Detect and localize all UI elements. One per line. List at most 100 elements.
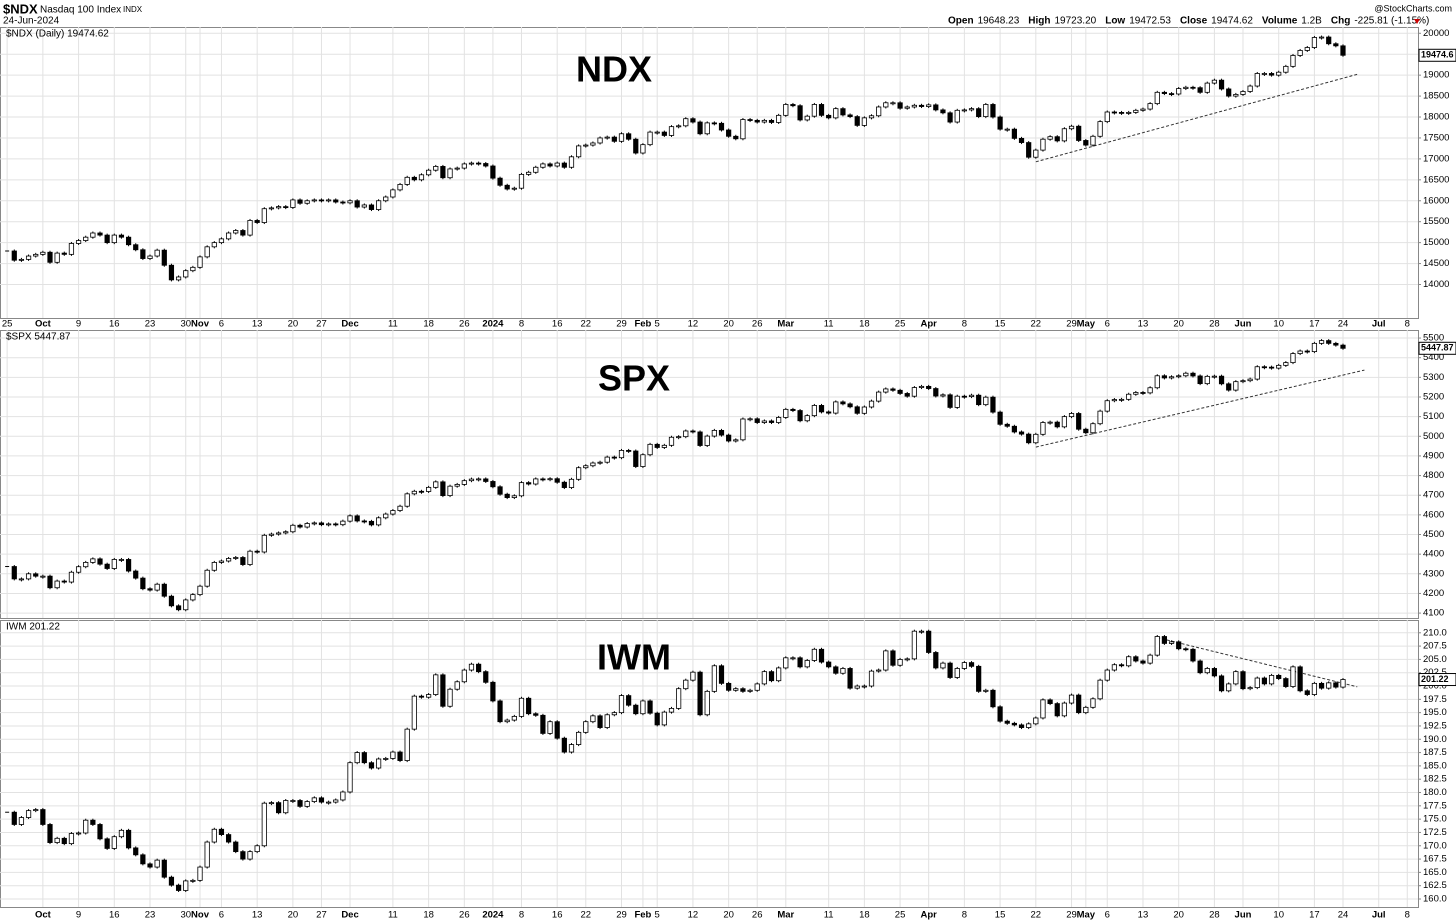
candle xyxy=(418,695,425,698)
candle xyxy=(854,406,860,414)
symbol: $NDX xyxy=(3,1,38,16)
y-tick-label: 192.5 xyxy=(1423,720,1447,731)
candle xyxy=(504,719,510,723)
candle xyxy=(926,385,932,389)
x-tick-label: 26 xyxy=(752,910,763,921)
y-tick-label: 4100 xyxy=(1423,608,1444,619)
candle xyxy=(25,573,32,580)
candle xyxy=(1097,679,1103,700)
panel-label: IWM 201.22 xyxy=(6,622,60,633)
y-tick-label: 4800 xyxy=(1423,470,1444,481)
candle xyxy=(1240,671,1246,690)
candle xyxy=(568,744,575,753)
candle xyxy=(311,522,317,525)
x-tick-label: 8 xyxy=(1405,910,1410,921)
candle xyxy=(1111,664,1117,671)
candle xyxy=(1011,425,1017,433)
x-tick-label: 22 xyxy=(1031,319,1042,330)
candle xyxy=(490,481,496,488)
x-tick-label: 16 xyxy=(552,910,563,921)
candle xyxy=(326,801,332,804)
candle xyxy=(261,802,267,847)
candle xyxy=(254,220,260,223)
x-tick-label: Jun xyxy=(1235,910,1252,921)
x-tick-label: 23 xyxy=(145,319,156,330)
candle xyxy=(104,234,110,244)
candle xyxy=(811,405,817,417)
candle xyxy=(1026,433,1032,444)
candle xyxy=(61,837,67,845)
candle xyxy=(533,478,539,485)
x-tick-label: 30 xyxy=(180,910,191,921)
candle xyxy=(1118,112,1125,114)
trendline xyxy=(1157,637,1358,688)
candle xyxy=(1333,43,1339,47)
panel: 4100 4200 4300 4400 4500 4600 4700 4800 4900 5000… xyxy=(0,330,1456,619)
exchange: INDX xyxy=(123,5,143,14)
candle xyxy=(1118,398,1125,401)
candle xyxy=(140,577,146,590)
candle xyxy=(747,418,753,421)
candle xyxy=(1168,93,1175,95)
candle xyxy=(576,467,582,480)
candle xyxy=(568,478,575,488)
candle xyxy=(904,106,910,109)
y-tick-label: 170.0 xyxy=(1423,840,1447,851)
candle xyxy=(1311,37,1318,48)
candle xyxy=(1076,694,1082,714)
candle xyxy=(140,249,146,259)
candle xyxy=(47,824,53,843)
x-tick-label: 30 xyxy=(180,319,191,330)
candle xyxy=(297,524,303,528)
candle xyxy=(161,859,167,878)
x-tick-label: 6 xyxy=(1105,319,1110,330)
candle xyxy=(826,661,832,668)
y-tick-label: 5400 xyxy=(1423,352,1444,363)
candle xyxy=(1318,36,1325,39)
candle xyxy=(1068,125,1075,130)
candle xyxy=(254,550,260,553)
candle xyxy=(75,566,82,573)
candle xyxy=(926,104,932,107)
candle xyxy=(540,714,546,734)
candle xyxy=(275,802,282,814)
candle xyxy=(818,104,825,116)
candle xyxy=(618,450,625,459)
candle xyxy=(547,721,553,734)
candle xyxy=(25,810,32,818)
x-tick-label: 13 xyxy=(1138,319,1149,330)
candle xyxy=(1154,91,1160,105)
candle xyxy=(268,533,275,536)
x-tick-label: 6 xyxy=(1105,910,1110,921)
candle xyxy=(1097,410,1103,425)
candle xyxy=(590,142,596,146)
candle xyxy=(1326,36,1332,45)
candle xyxy=(990,689,996,708)
candle xyxy=(590,715,596,723)
candle xyxy=(154,859,160,868)
candle xyxy=(461,480,467,485)
x-tick-label: 2024 xyxy=(482,319,504,330)
x-tick-label: Jun xyxy=(1235,319,1252,330)
candle xyxy=(304,801,310,807)
candle xyxy=(61,580,67,583)
candle xyxy=(847,114,853,118)
x-tick-label: 26 xyxy=(459,319,470,330)
candle xyxy=(1218,375,1225,385)
x-tick-label: Apr xyxy=(920,319,937,330)
candle xyxy=(433,166,439,171)
candle xyxy=(554,162,560,167)
candle xyxy=(1033,433,1039,444)
y-tick-label: 5500 xyxy=(1423,333,1444,344)
candle xyxy=(740,418,746,441)
candle xyxy=(711,122,717,125)
candle xyxy=(761,671,767,685)
candle xyxy=(826,114,832,119)
x-tick-label: May xyxy=(1077,910,1096,921)
candle xyxy=(754,683,760,691)
down-arrow xyxy=(1414,19,1420,24)
candle xyxy=(47,251,53,263)
candle xyxy=(961,395,967,398)
candle xyxy=(1018,724,1025,728)
